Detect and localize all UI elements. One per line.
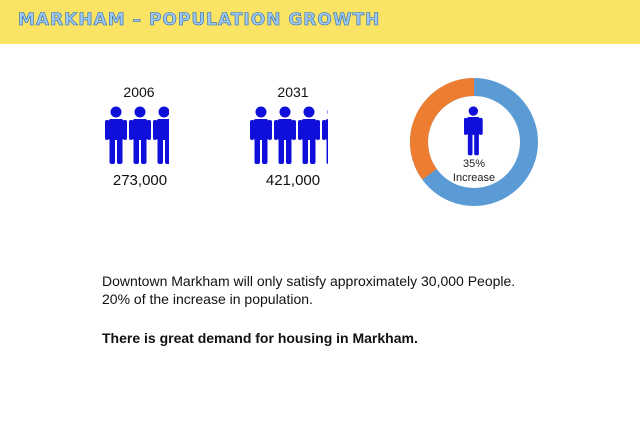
- increase-donut-chart: [410, 78, 538, 206]
- people-icons: [250, 106, 328, 164]
- person-icon: [464, 106, 483, 156]
- population-2006: 273,000: [112, 172, 168, 189]
- increase-label: Increase: [452, 172, 496, 184]
- year-label-2031: 2031: [277, 84, 309, 100]
- title-banner: MARKHAM – POPULATION GROWTH: [0, 0, 640, 44]
- person-icon: [274, 106, 296, 164]
- person-icon: [298, 106, 320, 164]
- person-icon: [105, 106, 127, 164]
- person-icon: [322, 109, 328, 164]
- ring-increase-segment: [410, 78, 538, 206]
- increase-percent: 35%: [462, 158, 486, 170]
- people-icons: [105, 106, 169, 164]
- person-icon: [250, 106, 272, 164]
- body-text: Downtown Markham will only satisfy appro…: [102, 272, 622, 308]
- person-icon: [153, 106, 169, 164]
- body-line-1: Downtown Markham will only satisfy appro…: [102, 273, 516, 289]
- emphasis-statement: There is great demand for housing in Mar…: [102, 330, 418, 346]
- slide-title: MARKHAM – POPULATION GROWTH: [18, 10, 381, 31]
- population-2031: 421,000: [265, 172, 321, 189]
- people-icon-group-2031: [250, 106, 328, 166]
- body-line-2: 20% of the increase in population.: [102, 291, 313, 307]
- increase-caption: 35% Increase: [440, 157, 508, 185]
- person-icon: [129, 106, 151, 164]
- year-label-2006: 2006: [123, 84, 155, 100]
- people-icon-group-2006: [105, 106, 169, 166]
